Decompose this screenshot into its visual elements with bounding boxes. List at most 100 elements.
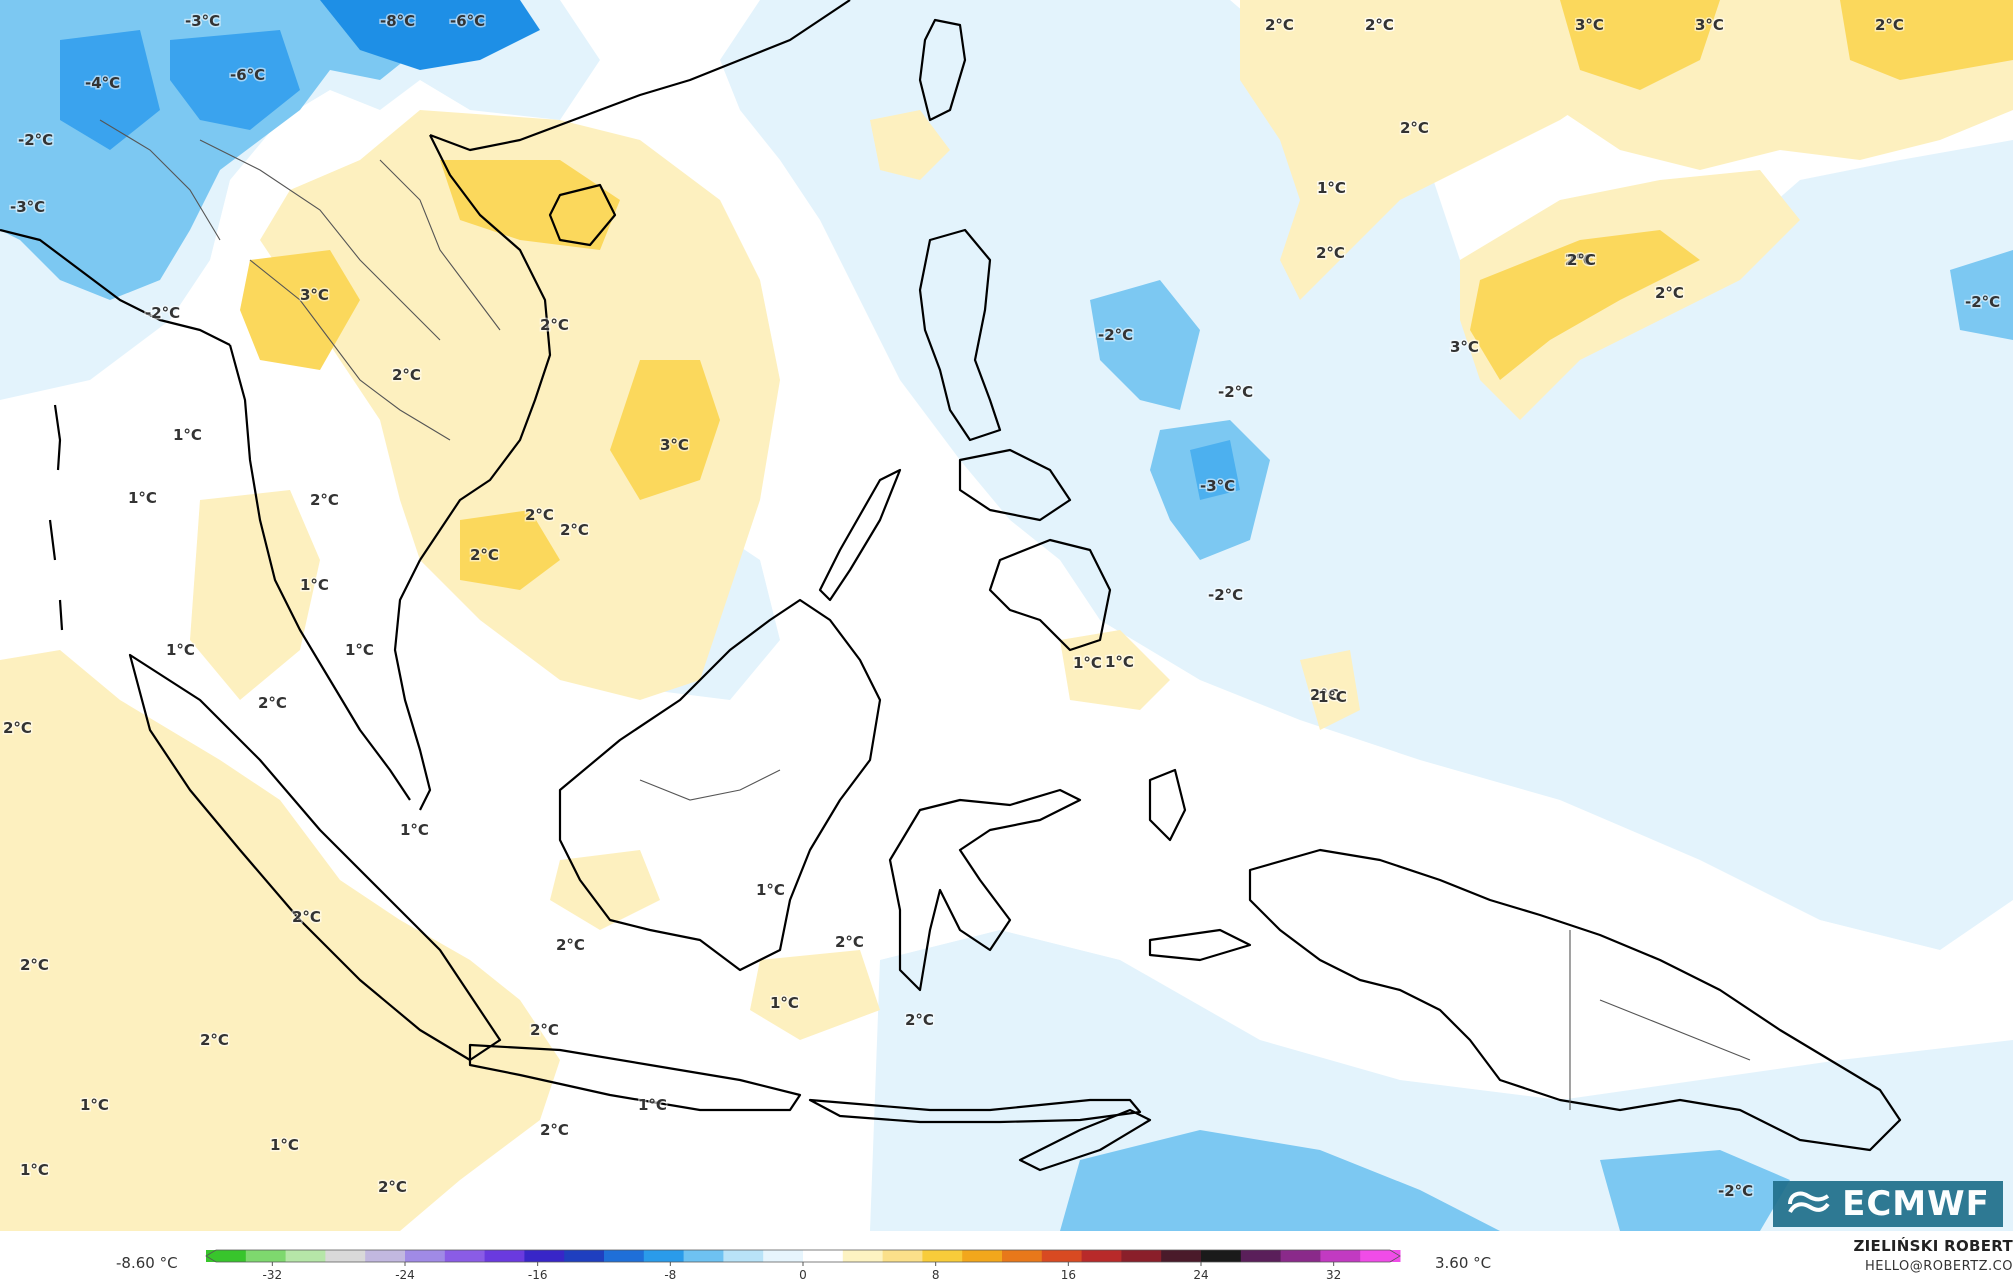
warm-light-area: [1300, 650, 1360, 730]
coastline-java: [468, 1043, 802, 1112]
coastline-new-guinea: [1248, 848, 1902, 1152]
colorbar-tick-label: -8: [664, 1268, 676, 1281]
temperature-label: 1°C: [173, 426, 202, 444]
temperature-label: 1°C: [1317, 179, 1346, 197]
cold-mid-area: [1060, 1130, 1500, 1231]
colorbar-segment: [683, 1250, 724, 1262]
temperature-label: -2°C: [1965, 293, 2000, 311]
temperature-label: -2°C: [1718, 1182, 1753, 1200]
colorbar-segment: [803, 1250, 844, 1262]
temperature-labels: -8°C -6°C -3°C -6°C -4°C -2°C -3°C -2°C 3°C 2°C 2°…: [2, 11, 2002, 1202]
colorbar-tick-label: -24: [395, 1268, 415, 1281]
temperature-label: 2°C: [1365, 16, 1394, 34]
colorbar-segment: [882, 1250, 923, 1262]
colorbar-segment: [1002, 1250, 1043, 1262]
colorbar-tick-label: -32: [263, 1268, 283, 1281]
temperature-label: 2°C: [470, 546, 499, 564]
temperature-label: -2°C: [145, 304, 180, 322]
border-line: [1599, 999, 1751, 1061]
cold-mid-area: [1600, 1150, 1790, 1231]
cold-strong-area: [60, 30, 160, 150]
warm-mid-area: [1840, 0, 2013, 80]
temperature-label: 3°C: [1450, 338, 1479, 356]
temperature-label: 1°C: [756, 881, 785, 899]
warm-light-area: [550, 850, 660, 930]
temperature-label: 2°C: [378, 1178, 407, 1196]
temperature-label: 2°C: [560, 521, 589, 539]
temperature-label: 1°C: [166, 641, 195, 659]
temperature-label: -6°C: [230, 66, 265, 84]
colorbar-segment: [1360, 1250, 1401, 1262]
temperature-label: 2°C: [1310, 686, 1339, 704]
coastline-halmahera: [1148, 768, 1187, 842]
temperature-label: 3°C: [1695, 16, 1724, 34]
map-canvas: -8°C -6°C -3°C -6°C -4°C -2°C -3°C -2°C 3°C 2°C 2°…: [0, 0, 2013, 1231]
temperature-label: 3°C: [1575, 16, 1604, 34]
warm-mid-area: [1560, 0, 1720, 90]
warm-light-area: [750, 950, 880, 1040]
colorbar-legend: -8.60 °C -32 -24 -16 -8 0 8 16 24 32 3.60 °C ZIE…: [0, 1231, 2013, 1287]
coastline-visayas: [958, 448, 1072, 522]
temperature-label: -2°C: [1098, 326, 1133, 344]
temperature-label: 1°C: [1317, 179, 1346, 197]
coastline-myanmar: [0, 228, 231, 346]
coastline-mindanao: [988, 538, 1112, 652]
ecmwf-logo-text: ECMWF: [1842, 1184, 1990, 1224]
warm-light-area: [1240, 0, 1620, 300]
temperature-label: 1°C: [1105, 653, 1134, 671]
temperature-label: 2°C: [1565, 251, 1594, 269]
temperature-label: -3°C: [185, 12, 220, 30]
temperature-label: -8°C: [380, 12, 415, 30]
temperature-label: -2°C: [1208, 586, 1243, 604]
temperature-label: 2°C: [392, 366, 421, 384]
colorbar-segment: [922, 1250, 963, 1262]
temperature-label: 1°C: [1318, 688, 1347, 706]
author-name: ZIELIŃSKI ROBERT: [1853, 1237, 2013, 1255]
temperature-label: 2°C: [1400, 119, 1429, 137]
temperature-label: 1°C: [345, 641, 374, 659]
anomaly-fill-layer: [0, 0, 2013, 1231]
coastline-sumatra: [128, 653, 502, 1062]
colorbar-tick-label: 32: [1326, 1268, 1341, 1281]
warm-light-area: [260, 110, 780, 700]
temperature-label: 2°C: [292, 908, 321, 926]
colorbar-segment: [1240, 1250, 1282, 1262]
temperature-label: 2°C: [1316, 244, 1345, 262]
land-masses: [0, 0, 1902, 1172]
warm-mid-area: [440, 160, 620, 250]
colorbar-segment: [524, 1250, 565, 1262]
colorbar-tick-label: 16: [1061, 1268, 1076, 1281]
temperature-label: 1°C: [270, 1136, 299, 1154]
cold-strong-area: [1190, 440, 1240, 500]
colorbar: -32 -24 -16 -8 0 8 16 24 32: [205, 1249, 1401, 1281]
colorbar-tick-label: 0: [799, 1268, 807, 1281]
coastline-taiwan: [918, 18, 967, 122]
colorbar-tick-label: 24: [1193, 1268, 1208, 1281]
colorbar-segment: [763, 1250, 804, 1262]
colorbar-segment: [285, 1250, 326, 1262]
temperature-label: 1°C: [638, 1096, 667, 1114]
temperature-label: 2°C: [905, 1011, 934, 1029]
author-email: HELLO@ROBERTZ.CO: [1864, 1259, 2013, 1274]
colorbar-segment: [842, 1250, 884, 1262]
coastline-andaman: [48, 404, 64, 631]
colorbar-segment: [1121, 1250, 1162, 1262]
warm-light-area: [0, 650, 560, 1231]
temperature-label: 2°C: [3, 719, 32, 737]
colorbar-segment: [1320, 1250, 1361, 1262]
colorbar-segment: [1081, 1250, 1122, 1262]
temperature-label: 3°C: [660, 436, 689, 454]
colorbar-min-label: -8.60 °C: [116, 1254, 178, 1272]
warm-light-area: [870, 110, 950, 180]
colorbar-tick-label: -16: [528, 1268, 548, 1281]
colorbar-segment: [405, 1250, 446, 1262]
temperature-label: 1°C: [400, 821, 429, 839]
warm-light-area: [1060, 630, 1170, 710]
temperature-label: 1°C: [128, 489, 157, 507]
temperature-label: 2°C: [1655, 284, 1684, 302]
colorbar-segment: [444, 1250, 486, 1262]
warm-mid-area: [1470, 230, 1700, 380]
temperature-label: 2°C: [835, 933, 864, 951]
colorbar-segment: [962, 1250, 1003, 1262]
warm-mid-area: [610, 360, 720, 500]
